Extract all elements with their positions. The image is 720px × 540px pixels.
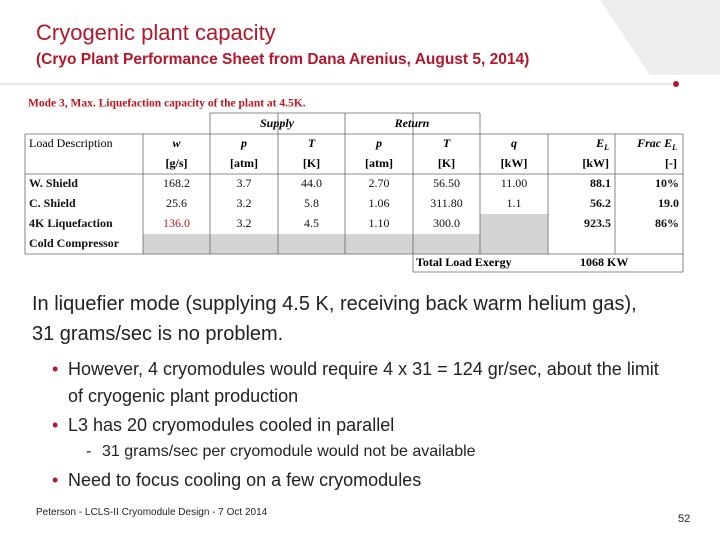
column-header: w — [172, 136, 181, 150]
unit-label: [K] — [438, 156, 455, 170]
column-header: q — [511, 136, 517, 150]
corner-shape — [600, 0, 720, 75]
unit-label: [atm] — [230, 156, 258, 170]
unit-label: [g/s] — [166, 156, 188, 170]
cell-value: 56.2 — [590, 196, 611, 210]
row-label: W. Shield — [29, 176, 78, 190]
header-text: Frac E — [636, 136, 672, 150]
cell-value: 1.10 — [369, 216, 390, 230]
bullet-text: L3 has 20 cryomodules cooled in parallel — [68, 415, 395, 435]
cell-value: 10% — [655, 176, 679, 190]
cell-value: 19.0 — [658, 196, 679, 210]
sub-list: 31 grams/sec per cryomodule would not be… — [68, 439, 672, 465]
table-caption: Mode 3, Max. Liquefaction capacity of th… — [28, 98, 306, 110]
bullet-text: However, 4 cryomodules would require 4 x… — [68, 359, 659, 406]
cell-value: 311.80 — [430, 196, 463, 210]
cell-value: 56.50 — [433, 176, 460, 190]
unit-label: [-] — [665, 156, 677, 170]
bullet: However, 4 cryomodules would require 4 x… — [52, 356, 672, 410]
bullet: Need to focus cooling on a few cryomodul… — [52, 467, 672, 494]
cell-value: 86% — [655, 216, 679, 230]
cell-value: 1.1 — [507, 196, 522, 210]
bullet-text: Need to focus cooling on a few cryomodul… — [68, 470, 422, 490]
cell-value: 4.5 — [304, 216, 319, 230]
column-header: T — [308, 136, 316, 150]
table: Mode 3, Max. Liquefaction capacity of th… — [24, 98, 684, 273]
total-label: Total Load Exergy — [416, 255, 512, 269]
row-label: 4K Liquefaction — [29, 216, 113, 230]
cell-value: 2.70 — [369, 176, 390, 190]
row-label: Cold Compressor — [29, 236, 120, 250]
column-header: T — [443, 136, 451, 150]
cell-value: 168.2 — [163, 176, 190, 190]
unit-label: [kW] — [501, 156, 528, 170]
cell-value: 300.0 — [433, 216, 460, 230]
column-header: p — [375, 136, 382, 150]
cell-shade — [143, 234, 548, 254]
column-header: p — [240, 136, 247, 150]
column-header: Frac EL — [636, 136, 677, 152]
cell-value: 3.2 — [237, 216, 252, 230]
total-value: 1068 KW — [580, 255, 628, 269]
cell-value: 25.6 — [166, 196, 187, 210]
group-header: Return — [394, 116, 430, 130]
unit-label: [atm] — [365, 156, 393, 170]
subtitle: (Cryo Plant Performance Sheet from Dana … — [36, 51, 530, 68]
cell-value: 923.5 — [584, 216, 611, 230]
header-text: E — [595, 136, 604, 150]
row-label: C. Shield — [29, 196, 76, 210]
header-subscript: L — [671, 143, 677, 152]
cell-shade — [480, 214, 548, 234]
cell-value: 5.8 — [304, 196, 319, 210]
unit-label: [kW] — [582, 156, 609, 170]
group-header: Supply — [260, 116, 295, 130]
cell-value: 3.7 — [237, 176, 252, 190]
cell-value: 44.0 — [301, 176, 322, 190]
bullet-list: However, 4 cryomodules would require 4 x… — [52, 356, 672, 496]
sub-bullet: 31 grams/sec per cryomodule would not be… — [84, 439, 672, 465]
title: Cryogenic plant capacity — [36, 20, 276, 45]
header-subscript: L — [603, 143, 609, 152]
rule-dot — [673, 81, 679, 87]
footer: Peterson - LCLS-II Cryomodule Design - 7… — [36, 507, 268, 518]
paragraph: In liquefier mode (supplying 4.5 K, rece… — [32, 293, 637, 345]
unit-label: [K] — [303, 156, 320, 170]
cell-value: 3.2 — [237, 196, 252, 210]
page-number: 52 — [678, 513, 691, 525]
bullet: L3 has 20 cryomodules cooled in parallel… — [52, 412, 672, 465]
cell-value: 11.00 — [501, 176, 528, 190]
column-header: EL — [595, 136, 609, 152]
cell-value: 1.06 — [369, 196, 390, 210]
cell-value: 88.1 — [590, 176, 611, 190]
cell-value: 136.0 — [163, 216, 190, 230]
column-header: Load Description — [29, 136, 113, 150]
